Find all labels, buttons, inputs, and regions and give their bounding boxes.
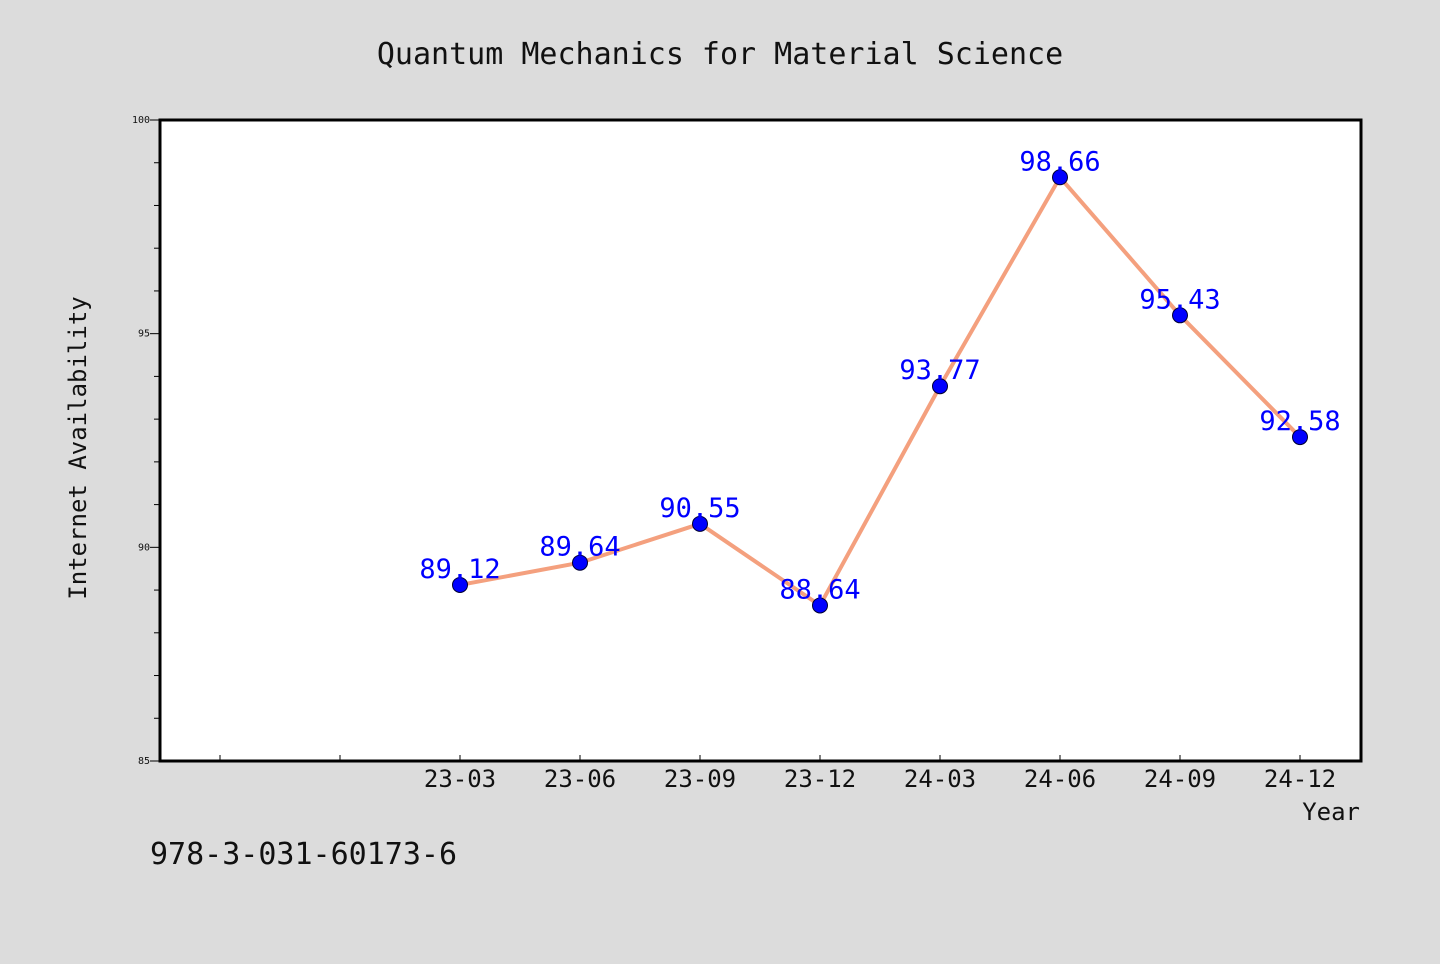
y-tick-label: 85 (138, 756, 150, 767)
x-tick-label: 23-09 (664, 765, 736, 793)
x-tick-label: 24-09 (1144, 765, 1216, 793)
data-label: 98.66 (1019, 146, 1100, 177)
series-line (458, 175, 1302, 608)
y-axis: 85 90 95 100 (132, 115, 160, 767)
data-point (1172, 307, 1188, 324)
data-label: 89.64 (539, 532, 620, 563)
data-label: 95.43 (1139, 284, 1220, 315)
x-tick-label: 23-06 (544, 765, 616, 793)
data-point (1052, 169, 1068, 186)
footer-text: 978-3-031-60173-6 (150, 837, 457, 872)
chart-title: Quantum Mechanics for Material Science (377, 37, 1063, 72)
data-label: 93.77 (899, 355, 980, 386)
x-axis: 23-03 23-06 23-09 23-12 24-03 24-06 24-09 24-12 (219, 755, 1336, 793)
y-tick-label: 100 (132, 115, 150, 126)
data-point (932, 378, 948, 395)
x-tick-label: 24-03 (904, 765, 976, 793)
series-layer: 89.12 89.64 90.55 88.64 93.77 98.66 95.43 92.58 (419, 146, 1341, 614)
x-axis-label: Year (1302, 798, 1360, 826)
data-point (692, 515, 708, 532)
plot-area (158, 118, 1363, 763)
x-tick-label: 24-12 (1264, 765, 1336, 793)
data-label: 92.58 (1259, 406, 1340, 437)
x-tick-label: 23-12 (784, 765, 856, 793)
data-point (1292, 429, 1308, 446)
data-label: 90.55 (659, 493, 740, 524)
x-tick-label: 24-06 (1024, 765, 1096, 793)
data-label: 88.64 (779, 574, 860, 605)
y-tick-label: 95 (138, 329, 150, 340)
data-point (452, 576, 468, 593)
x-tick-label: 23-03 (424, 765, 496, 793)
y-tick-label: 90 (138, 542, 150, 553)
data-point (572, 554, 588, 571)
data-point (812, 597, 828, 614)
y-axis-label: Internet Availability (64, 296, 92, 599)
data-label: 89.12 (419, 554, 500, 585)
